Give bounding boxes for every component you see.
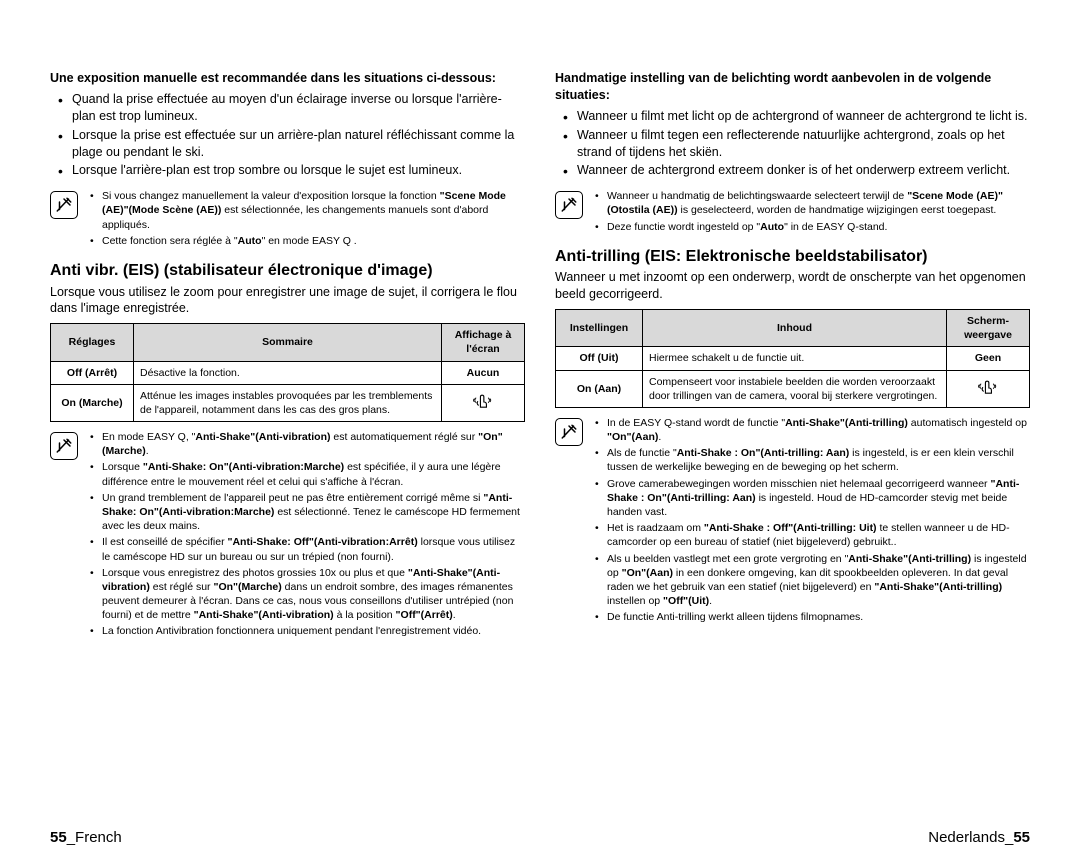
note-box-nl-1: Wanneer u handmatig de belichtingswaarde…: [555, 189, 1030, 236]
note-item: Lorsque "Anti-Shake: On"(Anti-vibration:…: [102, 460, 525, 488]
td-summary: Hiermee schakelt u de functie uit.: [643, 347, 947, 370]
note-content: En mode EASY Q, "Anti-Shake"(Anti-vibrat…: [88, 430, 525, 640]
note-content: Si vous changez manuellement la valeur d…: [88, 189, 525, 250]
note-icon: [50, 432, 78, 460]
th: Sommaire: [134, 324, 442, 361]
bullet: Lorsque l'arrière-plan est trop sombre o…: [72, 162, 525, 179]
page-number-left: 55: [50, 829, 67, 846]
settings-table-fr: Réglages Sommaire Affichage à l'écran Of…: [50, 323, 525, 422]
note-item: Het is raadzaam om "Anti-Shake : Off"(An…: [607, 521, 1030, 549]
note-item: Als u beelden vastlegt met een grote ver…: [607, 552, 1030, 609]
columns: Une exposition manuelle est recommandée …: [50, 70, 1030, 810]
td-summary: Désactive la fonction.: [134, 361, 442, 384]
td-summary: Compenseert voor instabiele beelden die …: [643, 370, 947, 407]
lang-left: French: [75, 829, 122, 846]
note-box-nl-2: In de EASY Q-stand wordt de functie "Ant…: [555, 416, 1030, 626]
bullet: Wanneer u filmt tegen een reflecterende …: [577, 127, 1030, 161]
note-item: Si vous changez manuellement la valeur d…: [102, 189, 525, 232]
section-intro-fr: Lorsque vous utilisez le zoom pour enreg…: [50, 284, 525, 318]
note-box-fr-2: En mode EASY Q, "Anti-Shake"(Anti-vibrat…: [50, 430, 525, 640]
bullet: Wanneer u filmt met licht op de achtergr…: [577, 108, 1030, 125]
section-title-fr: Anti vibr. (EIS) (stabilisateur électron…: [50, 260, 525, 282]
bullet: Wanneer de achtergrond extreem donker is…: [577, 162, 1030, 179]
td-display-icon: [442, 384, 525, 421]
td-setting: On (Aan): [556, 370, 643, 407]
note-content: In de EASY Q-stand wordt de functie "Ant…: [593, 416, 1030, 626]
note-item: Il est conseillé de spécifier "Anti-Shak…: [102, 535, 525, 563]
note-icon: [555, 418, 583, 446]
column-dutch: Handmatige instelling van de belichting …: [555, 70, 1030, 810]
note-item: La fonction Antivibration fonctionnera u…: [102, 624, 525, 638]
td-summary: Atténue les images instables provoquées …: [134, 384, 442, 421]
footer-left: 55_French: [50, 829, 122, 846]
note-item: Un grand tremblement de l'appareil peut …: [102, 491, 525, 534]
bullet: Lorsque la prise est effectuée sur un ar…: [72, 127, 525, 161]
section-intro-nl: Wanneer u met inzoomt op een onderwerp, …: [555, 269, 1030, 303]
td-display: Geen: [947, 347, 1030, 370]
note-item: En mode EASY Q, "Anti-Shake"(Anti-vibrat…: [102, 430, 525, 458]
td-setting: On (Marche): [51, 384, 134, 421]
note-item: In de EASY Q-stand wordt de functie "Ant…: [607, 416, 1030, 444]
note-item: Grove camerabewegingen worden misschien …: [607, 477, 1030, 520]
intro-bullets-nl: Wanneer u filmt met licht op de achtergr…: [555, 108, 1030, 180]
td-setting: Off (Arrêt): [51, 361, 134, 384]
note-item: Deze functie wordt ingesteld op "Auto" i…: [607, 220, 1030, 234]
note-icon: [50, 191, 78, 219]
footer-right: Nederlands_55: [928, 829, 1030, 846]
td-display: Aucun: [442, 361, 525, 384]
page-number-right: 55: [1013, 829, 1030, 846]
intro-title-fr: Une exposition manuelle est recommandée …: [50, 70, 525, 87]
note-item: Als de functie "Anti-Shake : On"(Anti-tr…: [607, 446, 1030, 474]
settings-table-nl: Instellingen Inhoud Scherm-weergave Off …: [555, 309, 1030, 408]
note-item: Wanneer u handmatig de belichtingswaarde…: [607, 189, 1030, 217]
th: Scherm-weergave: [947, 310, 1030, 347]
anti-shake-icon: [471, 391, 495, 411]
column-french: Une exposition manuelle est recommandée …: [50, 70, 525, 810]
note-item: Cette fonction sera réglée à "Auto" en m…: [102, 234, 525, 248]
intro-bullets-fr: Quand la prise effectuée au moyen d'un é…: [50, 91, 525, 179]
lang-right: Nederlands: [928, 829, 1005, 846]
note-item: De functie Anti-trilling werkt alleen ti…: [607, 610, 1030, 624]
underscore: _: [67, 829, 75, 846]
td-display-icon: [947, 370, 1030, 407]
bullet: Quand la prise effectuée au moyen d'un é…: [72, 91, 525, 125]
th: Inhoud: [643, 310, 947, 347]
page-footer: 55_French Nederlands_55: [50, 829, 1030, 846]
th: Affichage à l'écran: [442, 324, 525, 361]
td-setting: Off (Uit): [556, 347, 643, 370]
th: Instellingen: [556, 310, 643, 347]
note-content: Wanneer u handmatig de belichtingswaarde…: [593, 189, 1030, 236]
section-title-nl: Anti-trilling (EIS: Elektronische beelds…: [555, 246, 1030, 268]
note-icon: [555, 191, 583, 219]
anti-shake-icon: [976, 377, 1000, 397]
note-box-fr-1: Si vous changez manuellement la valeur d…: [50, 189, 525, 250]
manual-page: Une exposition manuelle est recommandée …: [0, 0, 1080, 866]
th: Réglages: [51, 324, 134, 361]
intro-title-nl: Handmatige instelling van de belichting …: [555, 70, 1030, 104]
note-item: Lorsque vous enregistrez des photos gros…: [102, 566, 525, 623]
